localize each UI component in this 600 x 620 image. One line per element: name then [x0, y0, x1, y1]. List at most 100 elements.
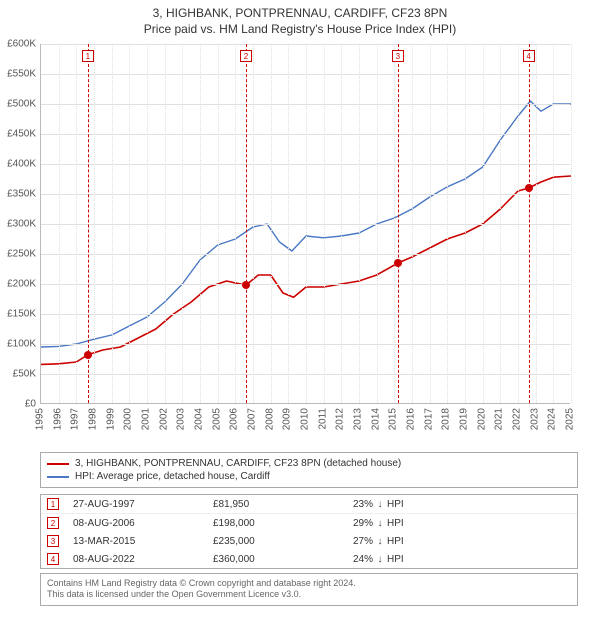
plot-region: 1 2 3 4: [40, 44, 570, 404]
sales-row-date: 08-AUG-2022: [73, 554, 213, 565]
gridline-vertical: [465, 44, 466, 403]
gridline-vertical: [324, 44, 325, 403]
gridline-vertical: [200, 44, 201, 403]
x-axis-label: 2015: [388, 408, 399, 430]
chart-area: 1234 £0£50K£100K£150K£200K£250K£300K£350…: [40, 44, 600, 444]
sale-marker-dot: [242, 281, 250, 289]
y-axis-label: £250K: [0, 249, 36, 260]
x-axis-label: 2018: [441, 408, 452, 430]
sale-marker-badge: 3: [392, 50, 404, 62]
x-axis-label: 2009: [282, 408, 293, 430]
legend-item: HPI: Average price, detached house, Card…: [47, 470, 571, 483]
x-axis-label: 2003: [176, 408, 187, 430]
gridline-vertical: [306, 44, 307, 403]
legend-item: 3, HIGHBANK, PONTPRENNAU, CARDIFF, CF23 …: [47, 457, 571, 470]
x-axis-label: 2023: [529, 408, 540, 430]
y-axis-label: £100K: [0, 339, 36, 350]
gridline-vertical: [59, 44, 60, 403]
sales-row-date: 08-AUG-2006: [73, 518, 213, 529]
sales-row-pct: 29%: [313, 518, 373, 529]
gridline-vertical: [430, 44, 431, 403]
sales-row-date: 27-AUG-1997: [73, 499, 213, 510]
x-axis-label: 2014: [370, 408, 381, 430]
sales-row-price: £235,000: [213, 536, 313, 547]
gridline-vertical: [253, 44, 254, 403]
attribution-footer: Contains HM Land Registry data © Crown c…: [40, 573, 578, 606]
sales-row-index: 4: [47, 553, 59, 565]
x-axis-label: 1995: [35, 408, 46, 430]
sale-marker-line: [246, 44, 247, 403]
sale-marker-dot: [84, 351, 92, 359]
gridline-vertical: [518, 44, 519, 403]
y-axis-label: £150K: [0, 309, 36, 320]
sales-table: 127-AUG-1997£81,95023%↓HPI208-AUG-2006£1…: [40, 494, 578, 569]
gridline-vertical: [536, 44, 537, 403]
x-axis-label: 2019: [459, 408, 470, 430]
sales-row-price: £360,000: [213, 554, 313, 565]
sale-marker-badge: 1: [82, 50, 94, 62]
y-axis-label: £0: [0, 399, 36, 410]
gridline-vertical: [94, 44, 95, 403]
y-axis-label: £500K: [0, 99, 36, 110]
legend-swatch: [47, 463, 69, 465]
y-axis-label: £300K: [0, 219, 36, 230]
x-axis-label: 2021: [494, 408, 505, 430]
sales-row-hpi-label: HPI: [387, 518, 571, 529]
down-arrow-icon: ↓: [373, 499, 387, 510]
x-axis-label: 2011: [317, 408, 328, 430]
footer-line2: This data is licensed under the Open Gov…: [47, 589, 571, 600]
sales-row: 208-AUG-2006£198,00029%↓HPI: [41, 514, 577, 532]
sale-marker-line: [398, 44, 399, 403]
down-arrow-icon: ↓: [373, 536, 387, 547]
sales-row: 313-MAR-2015£235,00027%↓HPI: [41, 532, 577, 550]
down-arrow-icon: ↓: [373, 518, 387, 529]
legend-label: 3, HIGHBANK, PONTPRENNAU, CARDIFF, CF23 …: [75, 458, 401, 469]
x-axis-label: 2017: [423, 408, 434, 430]
sales-row: 4 08-AUG-2022£360,00024%↓HPI: [41, 550, 577, 568]
x-axis-label: 2000: [123, 408, 134, 430]
y-axis-label: £550K: [0, 69, 36, 80]
gridline-vertical: [235, 44, 236, 403]
x-axis-label: 2024: [547, 408, 558, 430]
gridline-vertical: [483, 44, 484, 403]
y-axis-label: £350K: [0, 189, 36, 200]
gridline-vertical: [165, 44, 166, 403]
sale-marker-badge: 4: [523, 50, 535, 62]
x-axis-label: 2007: [247, 408, 258, 430]
y-axis-label: £50K: [0, 369, 36, 380]
legend: 3, HIGHBANK, PONTPRENNAU, CARDIFF, CF23 …: [40, 452, 578, 488]
sales-row-price: £198,000: [213, 518, 313, 529]
sales-row-hpi-label: HPI: [387, 536, 571, 547]
sales-row-hpi-label: HPI: [387, 554, 571, 565]
sales-row-index: 3: [47, 535, 59, 547]
gridline-vertical: [129, 44, 130, 403]
x-axis-label: 1996: [52, 408, 63, 430]
footer-line1: Contains HM Land Registry data © Crown c…: [47, 578, 571, 589]
gridline-vertical: [377, 44, 378, 403]
gridline-vertical: [500, 44, 501, 403]
x-axis-label: 2013: [353, 408, 364, 430]
legend-label: HPI: Average price, detached house, Card…: [75, 471, 270, 482]
sale-marker-dot: [394, 259, 402, 267]
gridline-vertical: [182, 44, 183, 403]
x-axis-label: 2020: [476, 408, 487, 430]
sale-marker-line: [88, 44, 89, 403]
y-axis-label: £600K: [0, 39, 36, 50]
x-axis-label: 1998: [88, 408, 99, 430]
gridline-vertical: [553, 44, 554, 403]
sale-marker-dot: [525, 184, 533, 192]
gridline-vertical: [447, 44, 448, 403]
gridline-vertical: [76, 44, 77, 403]
sale-marker-badge: 2: [240, 50, 252, 62]
y-axis-label: £400K: [0, 159, 36, 170]
x-axis-label: 1999: [105, 408, 116, 430]
gridline-vertical: [271, 44, 272, 403]
sales-row-pct: 24%: [313, 554, 373, 565]
x-axis-label: 2025: [565, 408, 576, 430]
down-arrow-icon: ↓: [373, 554, 387, 565]
x-axis-label: 2004: [194, 408, 205, 430]
sales-row: 127-AUG-1997£81,95023%↓HPI: [41, 495, 577, 514]
sales-row-hpi-label: HPI: [387, 499, 571, 510]
x-axis-label: 2012: [335, 408, 346, 430]
y-axis-label: £200K: [0, 279, 36, 290]
